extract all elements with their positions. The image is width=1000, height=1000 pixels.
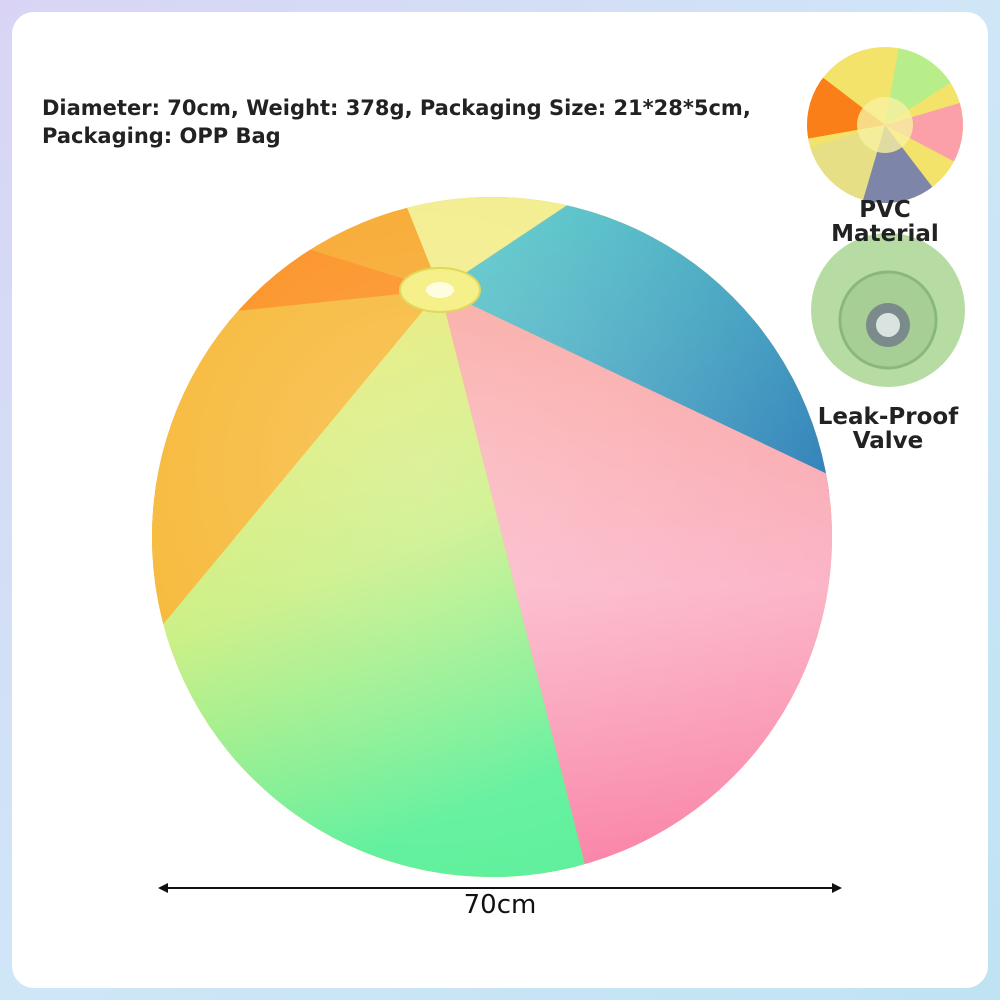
feature-label: Leak-Proof Valve	[817, 404, 959, 454]
material-closeup	[807, 47, 963, 203]
feature-label: PVC Material	[831, 197, 939, 247]
spec-line: Packaging: OPP Bag	[42, 124, 281, 148]
dimension-label: 70cm	[463, 890, 537, 920]
spec-text: Diameter: 70cm, Weight: 378g, Packaging …	[42, 94, 751, 150]
valve-closeup	[811, 233, 965, 387]
spec-line: Diameter: 70cm, Weight: 378g, Packaging …	[42, 96, 751, 120]
beach-ball	[152, 197, 832, 877]
